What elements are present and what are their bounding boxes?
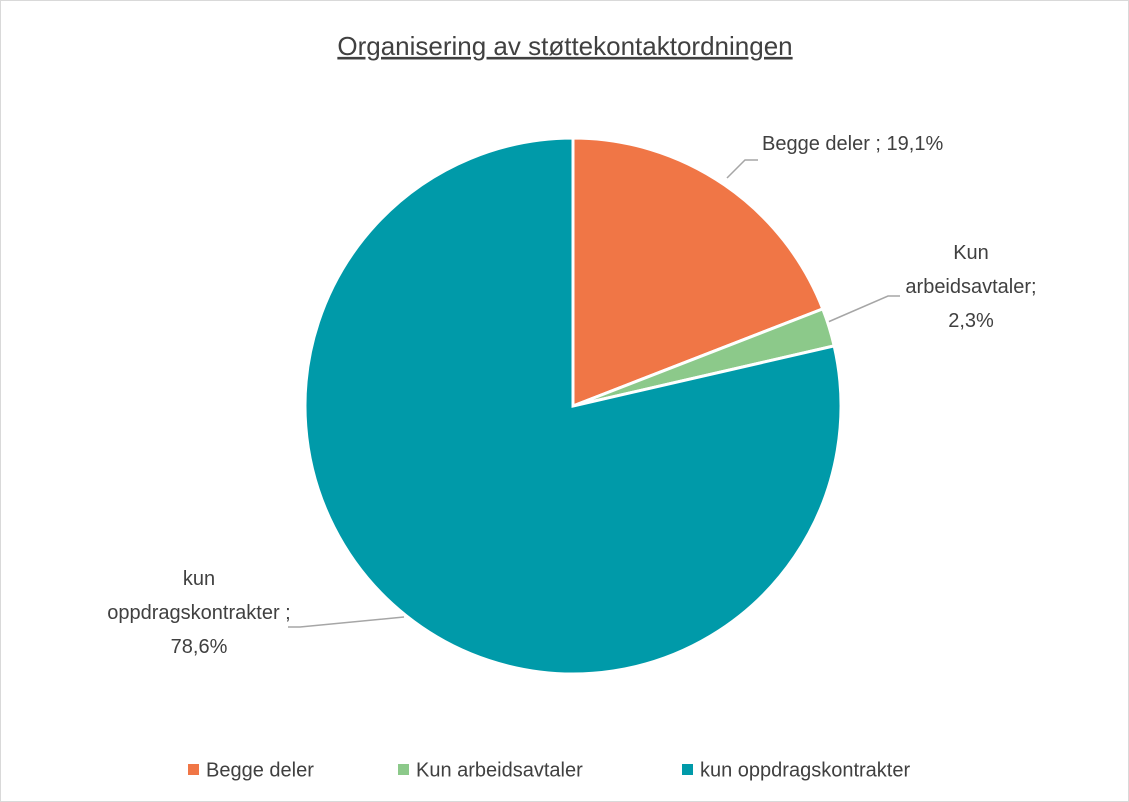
- leader-lines: [288, 159, 900, 628]
- leader-line: [288, 616, 405, 628]
- legend-swatch: [398, 764, 409, 775]
- data-label: Begge deler ; 19,1%: [762, 133, 944, 155]
- data-label: Kun arbeidsavtaler; 2,3%: [905, 242, 1037, 332]
- leader-line: [827, 295, 900, 323]
- legend-swatch: [188, 764, 199, 775]
- legend-swatch: [682, 764, 693, 775]
- legend-label: kun oppdragskontrakter: [700, 759, 910, 781]
- pie-slice: [571, 136, 825, 409]
- legend-label: Begge deler: [206, 759, 314, 781]
- data-label: kun oppdragskontrakter ; 78,6%: [107, 568, 291, 658]
- leader-line: [726, 159, 758, 179]
- chart-title: Organisering av støttekontaktordningen: [337, 31, 792, 61]
- pie-slice: [303, 136, 843, 676]
- legend-label: Kun arbeidsavtaler: [416, 759, 583, 781]
